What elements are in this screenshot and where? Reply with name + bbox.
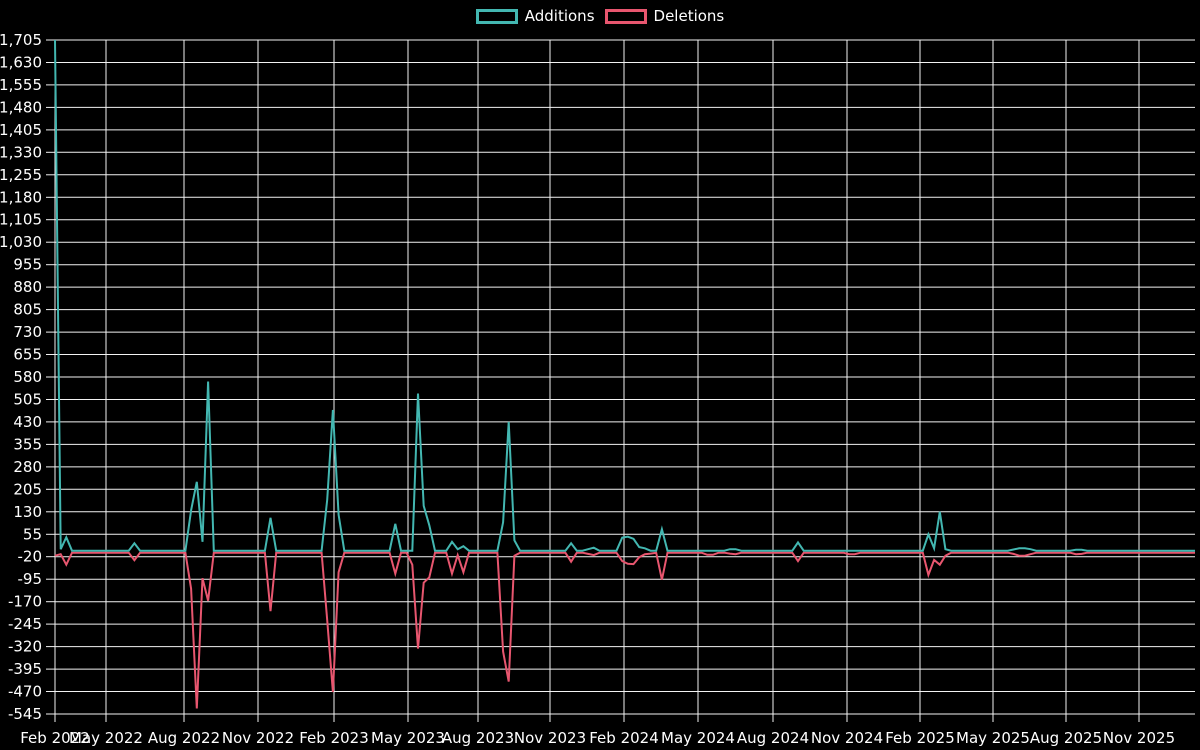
legend-label-deletions: Deletions <box>653 7 725 25</box>
y-axis-tick-label: -545 <box>8 705 42 723</box>
y-axis-tick-label: 1,180 <box>0 188 42 206</box>
y-axis-tick-label: -245 <box>8 615 42 633</box>
y-axis-tick-label: 805 <box>13 301 42 319</box>
y-axis-tick-label: -470 <box>8 683 42 701</box>
y-axis-tick-label: -170 <box>8 593 42 611</box>
y-axis-tick-label: -395 <box>8 660 42 678</box>
y-axis-tick-label: 505 <box>13 391 42 409</box>
y-axis-tick-label: 955 <box>13 256 42 274</box>
y-axis-tick-label: 1,555 <box>0 76 42 94</box>
y-axis-tick-label: 55 <box>23 525 42 543</box>
x-axis-tick-label: May 2024 <box>661 729 735 747</box>
x-axis-tick-label: May 2025 <box>956 729 1030 747</box>
y-axis-tick-label: 280 <box>13 458 42 476</box>
y-axis-tick-label: 1,255 <box>0 166 42 184</box>
deletions-swatch-icon <box>604 8 647 24</box>
additions-swatch-icon <box>475 8 518 24</box>
x-axis-tick-label: Aug 2025 <box>1030 729 1102 747</box>
x-axis-tick-label: Nov 2023 <box>514 729 586 747</box>
y-axis-tick-label: 1,330 <box>0 143 42 161</box>
x-axis-tick-label: Aug 2022 <box>148 729 220 747</box>
x-axis-tick-label: Aug 2024 <box>737 729 809 747</box>
y-axis-tick-label: 1,105 <box>0 211 42 229</box>
y-axis-tick-label: 130 <box>13 503 42 521</box>
y-axis-tick-label: 1,705 <box>0 31 42 49</box>
additions-line <box>54 39 1195 553</box>
y-axis-tick-label: 580 <box>13 368 42 386</box>
y-axis-tick-label: 430 <box>13 413 42 431</box>
y-axis-tick-label: 355 <box>13 435 42 453</box>
x-axis-tick-label: Feb 2024 <box>589 729 659 747</box>
x-axis-tick-label: Aug 2023 <box>442 729 514 747</box>
x-axis-tick-label: Feb 2025 <box>885 729 955 747</box>
x-axis-tick-label: May 2023 <box>371 729 445 747</box>
y-axis-tick-label: 880 <box>13 278 42 296</box>
y-axis-tick-label: -320 <box>8 638 42 656</box>
y-axis-tick-label: 655 <box>13 346 42 364</box>
y-axis-tick-label: 1,405 <box>0 121 42 139</box>
y-axis-tick-label: 1,480 <box>0 98 42 116</box>
chart-legend: Additions Deletions <box>0 7 1200 25</box>
x-axis-tick-label: Feb 2022 <box>20 729 90 747</box>
y-axis-tick-label: 1,030 <box>0 233 42 251</box>
y-axis-tick-label: 205 <box>13 480 42 498</box>
x-axis-tick-label: Nov 2022 <box>222 729 294 747</box>
legend-item-deletions[interactable]: Deletions <box>604 7 725 25</box>
deletions-line <box>54 551 1195 709</box>
x-axis-tick-label: Nov 2025 <box>1103 729 1175 747</box>
y-axis-tick-label: 730 <box>13 323 42 341</box>
legend-item-additions[interactable]: Additions <box>475 7 595 25</box>
y-axis-tick-label: -20 <box>18 548 43 566</box>
legend-label-additions: Additions <box>524 7 595 25</box>
x-axis-tick-label: Feb 2023 <box>299 729 369 747</box>
x-axis-tick-label: May 2022 <box>69 729 143 747</box>
y-axis-tick-label: 1,630 <box>0 54 42 72</box>
x-axis-tick-label: Nov 2024 <box>811 729 883 747</box>
y-axis-tick-label: -95 <box>18 570 43 588</box>
